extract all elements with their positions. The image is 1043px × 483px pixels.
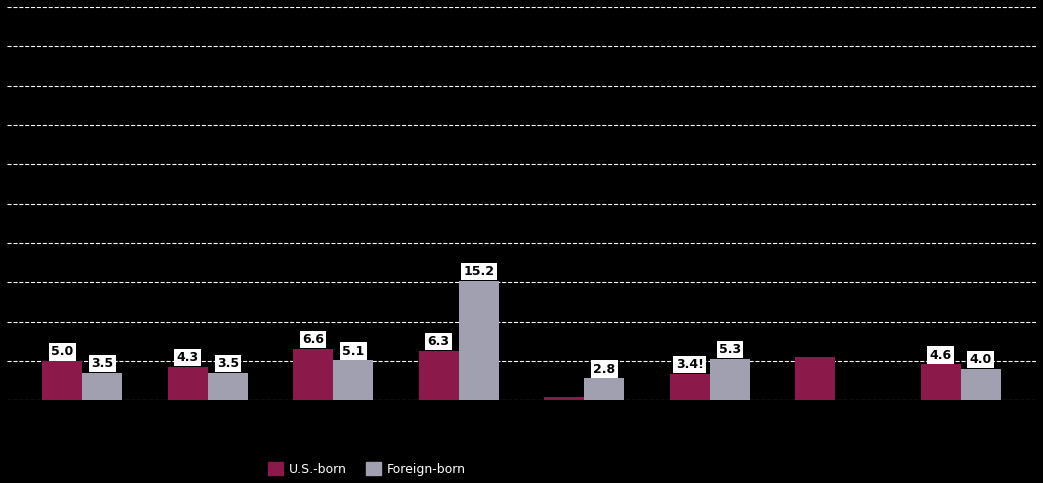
Bar [82,373,122,400]
Text: 3.5: 3.5 [92,357,114,370]
Bar [795,357,835,400]
Text: 4.0: 4.0 [970,353,992,366]
Bar [459,281,499,400]
Bar [334,360,373,400]
Text: 5.1: 5.1 [342,344,364,357]
Bar [709,359,750,400]
Bar [961,369,1001,400]
Text: 4.6: 4.6 [929,349,951,361]
Text: 6.6: 6.6 [302,333,324,346]
Text: 2.8: 2.8 [593,363,615,376]
Text: 5.3: 5.3 [719,343,741,356]
Text: 4.3: 4.3 [176,351,199,364]
Bar [42,361,82,400]
Bar [418,351,459,400]
Bar [293,349,334,400]
Bar [544,397,584,400]
Text: 6.3: 6.3 [428,335,450,348]
Bar [670,374,709,400]
Bar [921,364,961,400]
Text: 3.5: 3.5 [217,357,239,370]
Text: 3.4!: 3.4! [676,358,704,371]
Bar [584,379,625,400]
Legend: U.S.-born, Foreign-born: U.S.-born, Foreign-born [263,457,471,481]
Bar [208,373,248,400]
Text: 15.2: 15.2 [463,265,494,278]
Bar [168,367,208,400]
Text: 5.0: 5.0 [51,345,73,358]
